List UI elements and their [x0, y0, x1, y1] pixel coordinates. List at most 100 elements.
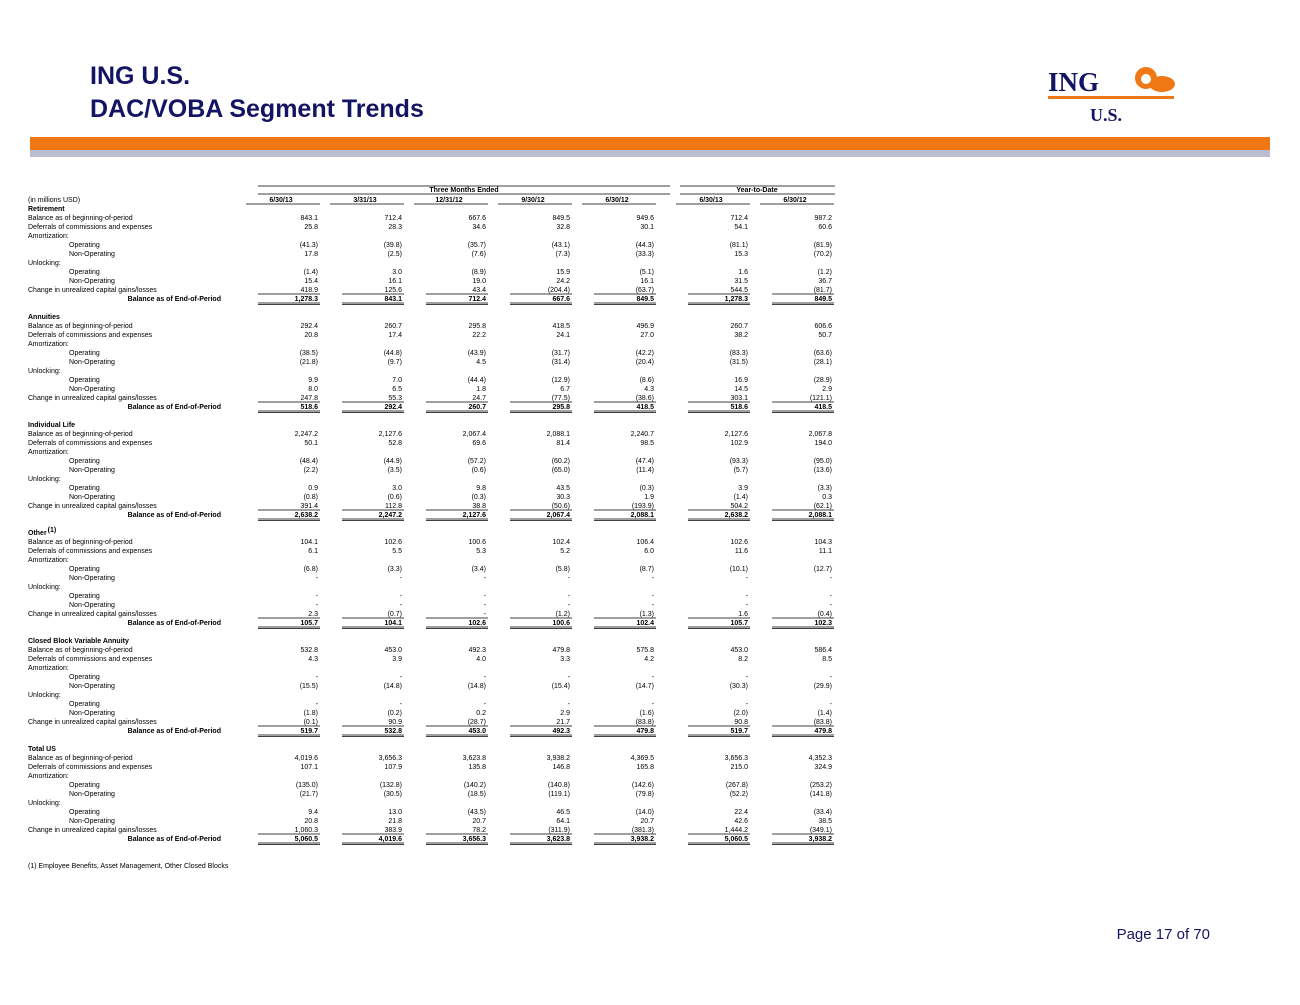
column-header: 6/30/12: [783, 197, 806, 204]
cell: -: [316, 575, 319, 582]
cell: (381.3): [632, 827, 654, 834]
cell: (15.5): [300, 683, 318, 690]
logo-name: ING: [1048, 67, 1099, 97]
cell: -: [316, 701, 319, 708]
cell: 1.8: [476, 386, 486, 393]
cell: -: [652, 575, 655, 582]
cell: -: [316, 674, 319, 681]
row-label: Balance as of End-of-Period: [128, 836, 221, 843]
cell: 34.6: [472, 224, 486, 231]
group-header: Year-to-Date: [736, 187, 777, 194]
row-label: Unlocking:: [28, 368, 61, 375]
cell: (0.7): [388, 611, 402, 618]
cell: 6.7: [560, 386, 570, 393]
cell: (140.2): [464, 782, 486, 789]
cell: 292.4: [384, 404, 402, 411]
cell: (63.7): [636, 287, 654, 294]
cell: 260.7: [468, 404, 486, 411]
row-label: Operating: [69, 566, 100, 573]
cell: 3.0: [392, 485, 402, 492]
row-label: Operating: [69, 269, 100, 276]
cell: 38.8: [472, 503, 486, 510]
cell: 4.2: [644, 656, 654, 663]
cell: (0.6): [472, 467, 486, 474]
cell: -: [568, 575, 571, 582]
cell: 100.6: [552, 620, 570, 627]
cell: 0.3: [822, 494, 832, 501]
cell: (70.2): [814, 251, 832, 258]
cell: 146.8: [552, 764, 570, 771]
column-header: 3/31/13: [353, 197, 376, 204]
cell: (39.8): [384, 242, 402, 249]
cell: (81.7): [814, 287, 832, 294]
cell: 295.8: [468, 323, 486, 330]
cell: 5.2: [560, 548, 570, 555]
cell: 16.1: [640, 278, 654, 285]
cell: (81.9): [814, 242, 832, 249]
cell: 9.4: [308, 809, 318, 816]
cell: 1,060.3: [295, 827, 318, 834]
cell: (0.3): [640, 485, 654, 492]
cell: 9.9: [308, 377, 318, 384]
row-label: Non-Operating: [69, 386, 115, 393]
cell: 303.1: [730, 395, 748, 402]
row-label: Operating: [69, 809, 100, 816]
cell: 849.5: [636, 296, 654, 303]
row-label: Change in unrealized capital gains/losse…: [28, 503, 157, 510]
cell: (135.0): [296, 782, 318, 789]
cell: (3.3): [388, 566, 402, 573]
cell: (0.8): [304, 494, 318, 501]
row-label: Non-Operating: [69, 278, 115, 285]
lion-face: [1141, 74, 1151, 84]
cell: 28.3: [388, 224, 402, 231]
cell: 453.0: [730, 647, 748, 654]
cell: 6.0: [644, 548, 654, 555]
cell: (28.7): [468, 719, 486, 726]
row-label: Operating: [69, 593, 100, 600]
cell: 6.1: [308, 548, 318, 555]
cell: 135.8: [468, 764, 486, 771]
cell: 107.9: [384, 764, 402, 771]
cell: 102.6: [468, 620, 486, 627]
cell: 15.4: [304, 278, 318, 285]
row-label: Unlocking:: [28, 584, 61, 591]
cell: (83.8): [814, 719, 832, 726]
cell: (5.7): [734, 467, 748, 474]
section-title: Other: [28, 530, 47, 537]
cell: 11.1: [819, 548, 832, 555]
cell: 0.9: [308, 485, 318, 492]
cell: (28.9): [814, 377, 832, 384]
cell: 3,938.2: [631, 836, 654, 843]
cell: 60.6: [818, 224, 832, 231]
cell: (1.4): [818, 710, 832, 717]
cell: (1.6): [640, 710, 654, 717]
row-label: Balance as of End-of-Period: [128, 296, 221, 303]
row-label: Balance as of End-of-Period: [128, 404, 221, 411]
cell: (60.2): [552, 458, 570, 465]
cell: (38.6): [636, 395, 654, 402]
cell: 504.2: [730, 503, 748, 510]
cell: (18.5): [468, 791, 486, 798]
cell: (83.8): [636, 719, 654, 726]
cell: (52.2): [730, 791, 748, 798]
cell: 24.1: [556, 332, 570, 339]
row-label: Operating: [69, 701, 100, 708]
cell: 9.8: [476, 485, 486, 492]
cell: (43.9): [468, 350, 486, 357]
cell: 102.9: [730, 440, 748, 447]
cell: 30.3: [556, 494, 570, 501]
section-title: Total US: [28, 746, 56, 753]
orange-band: [30, 137, 1270, 150]
cell: (15.4): [552, 683, 570, 690]
cell: 3,938.2: [547, 755, 570, 762]
row-label: Amortization:: [28, 557, 69, 564]
cell: (47.4): [636, 458, 654, 465]
cell: 1,444.2: [725, 827, 748, 834]
cell: 14.5: [734, 386, 748, 393]
row-label: Non-Operating: [69, 683, 115, 690]
row-label: Non-Operating: [69, 494, 115, 501]
cell: 2,088.1: [809, 512, 832, 519]
cell: (204.4): [548, 287, 570, 294]
cell: 42.6: [734, 818, 748, 825]
